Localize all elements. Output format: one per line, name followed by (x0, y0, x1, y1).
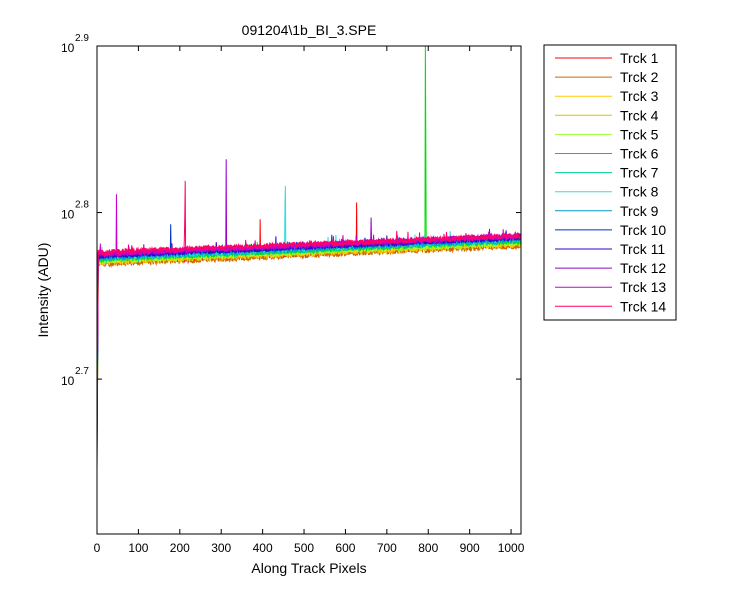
x-tick-label: 700 (377, 541, 397, 555)
legend-label: Trck 12 (620, 260, 666, 276)
plot-area (97, 46, 521, 534)
x-tick-label: 400 (253, 541, 273, 555)
x-axis-label: Along Track Pixels (251, 560, 366, 576)
x-tick-label: 100 (128, 541, 148, 555)
legend-label: Trck 6 (620, 146, 659, 162)
legend-label: Trck 9 (620, 203, 659, 219)
legend-label: Trck 11 (620, 241, 665, 257)
legend-label: Trck 8 (620, 184, 659, 200)
legend-label: Trck 10 (620, 222, 666, 238)
x-tick-label: 600 (335, 541, 355, 555)
y-axis-label: Intensity (ADU) (35, 243, 51, 338)
series-layer (96, 45, 522, 471)
x-axis: 0 100 200 300 400 500 600 700 800 900 1000 (94, 46, 525, 555)
legend-label: Trck 3 (620, 88, 659, 104)
chart-title: 091204\1b_BI_3.SPE (242, 22, 377, 38)
x-tick-label: 500 (294, 541, 314, 555)
legend-box (543, 44, 677, 321)
series-line-trck-14 (96, 180, 522, 439)
legend-label: Trck 2 (620, 69, 659, 85)
legend-label: Trck 7 (620, 165, 659, 181)
y-tick-label-exponent: 2.7 (75, 366, 89, 377)
x-tick-label: 300 (211, 541, 231, 555)
legend-label: Trck 14 (620, 298, 666, 314)
legend: Trck 1 Trck 2 Trck 3 Trck 4 Trck 5 Trck 6 Trck… (543, 44, 677, 321)
x-tick-label: 200 (170, 541, 190, 555)
legend-label: Trck 13 (620, 279, 666, 295)
x-tick-label: 900 (460, 541, 480, 555)
legend-label: Trck 5 (620, 126, 659, 142)
y-tick-label-base: 10 (61, 374, 75, 388)
legend-label: Trck 1 (620, 50, 659, 66)
x-tick-label: 800 (418, 541, 438, 555)
legend-label: Trck 4 (620, 107, 659, 123)
y-tick-label-base: 10 (61, 208, 75, 222)
x-tick-label: 1000 (498, 541, 525, 555)
y-tick-label-base: 10 (61, 41, 75, 55)
x-tick-label: 0 (94, 541, 101, 555)
axes-frame (96, 45, 522, 535)
y-tick-label-exponent: 2.9 (75, 33, 89, 44)
y-tick-label-exponent: 2.8 (75, 200, 89, 211)
